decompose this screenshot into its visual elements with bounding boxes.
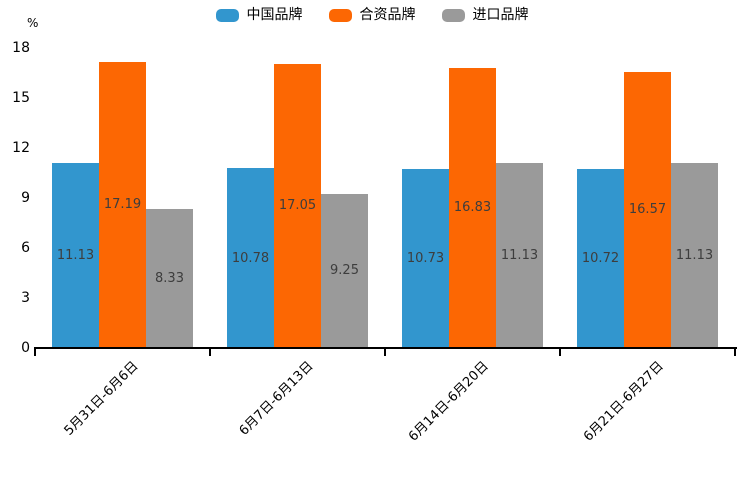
bar-import-brand: 11.13 <box>671 162 718 348</box>
x-axis-tick <box>209 349 211 356</box>
legend-label: 合资品牌 <box>359 7 416 23</box>
legend-item-import-brand[interactable]: 进口品牌 <box>441 7 529 23</box>
bar-value-label: 9.25 <box>330 263 359 279</box>
bar-china-brand: 11.13 <box>52 162 99 348</box>
bar-value-label: 11.13 <box>500 247 539 263</box>
legend-swatch-joint-brand <box>328 8 352 22</box>
legend-item-china-brand[interactable]: 中国品牌 <box>215 7 303 23</box>
y-tick-label: 12 <box>12 140 30 156</box>
y-axis-unit-label: % <box>27 16 39 30</box>
x-axis-tick <box>559 349 561 356</box>
bar-joint-brand: 16.57 <box>624 71 671 348</box>
bar-import-brand: 9.25 <box>321 193 368 348</box>
bar-value-label: 8.33 <box>155 271 184 287</box>
bar-value-label: 10.72 <box>581 251 620 267</box>
y-tick-label: 0 <box>21 340 30 356</box>
bar-china-brand: 10.73 <box>402 169 449 348</box>
bar-joint-brand: 17.05 <box>274 63 321 348</box>
x-axis-label: 6月21日-6月27日 <box>581 358 667 445</box>
bar-value-label: 10.73 <box>406 251 445 267</box>
y-tick-label: 18 <box>12 40 30 56</box>
x-axis-label: 5月31日-6月6日 <box>61 358 142 439</box>
x-axis-label: 6月14日-6月20日 <box>406 358 492 445</box>
bar-import-brand: 11.13 <box>496 162 543 348</box>
legend-label: 进口品牌 <box>472 7 529 23</box>
legend-swatch-import-brand <box>441 8 465 22</box>
bar-joint-brand: 16.83 <box>449 67 496 348</box>
bar-value-label: 17.05 <box>278 198 317 214</box>
x-axis-label: 6月7日-6月13日 <box>236 358 317 439</box>
x-axis-tick <box>34 349 36 356</box>
legend: 中国品牌 合资品牌 进口品牌 <box>0 8 744 22</box>
y-tick-label: 3 <box>21 290 30 306</box>
y-tick-label: 6 <box>21 240 30 256</box>
x-axis-tick <box>384 349 386 356</box>
plot-area: 11.13 17.19 8.33 10.78 17.05 9.25 10.73 16.83 11… <box>35 48 735 348</box>
y-tick-label: 15 <box>12 90 30 106</box>
bar-value-label: 11.13 <box>56 247 95 263</box>
legend-label: 中国品牌 <box>246 7 303 23</box>
bar-value-label: 16.57 <box>628 202 667 218</box>
bar-china-brand: 10.78 <box>227 168 274 348</box>
legend-swatch-china-brand <box>215 8 239 22</box>
legend-item-joint-brand[interactable]: 合资品牌 <box>328 7 416 23</box>
bar-value-label: 17.19 <box>103 197 142 213</box>
bar-value-label: 16.83 <box>453 200 492 216</box>
x-axis-line <box>34 347 737 349</box>
y-tick-label: 9 <box>21 190 30 206</box>
bar-value-label: 11.13 <box>675 247 714 263</box>
bar-value-label: 10.78 <box>231 250 270 266</box>
bar-import-brand: 8.33 <box>146 209 193 348</box>
bar-joint-brand: 17.19 <box>99 61 146 348</box>
bar-china-brand: 10.72 <box>577 169 624 348</box>
x-axis-tick <box>734 349 736 356</box>
